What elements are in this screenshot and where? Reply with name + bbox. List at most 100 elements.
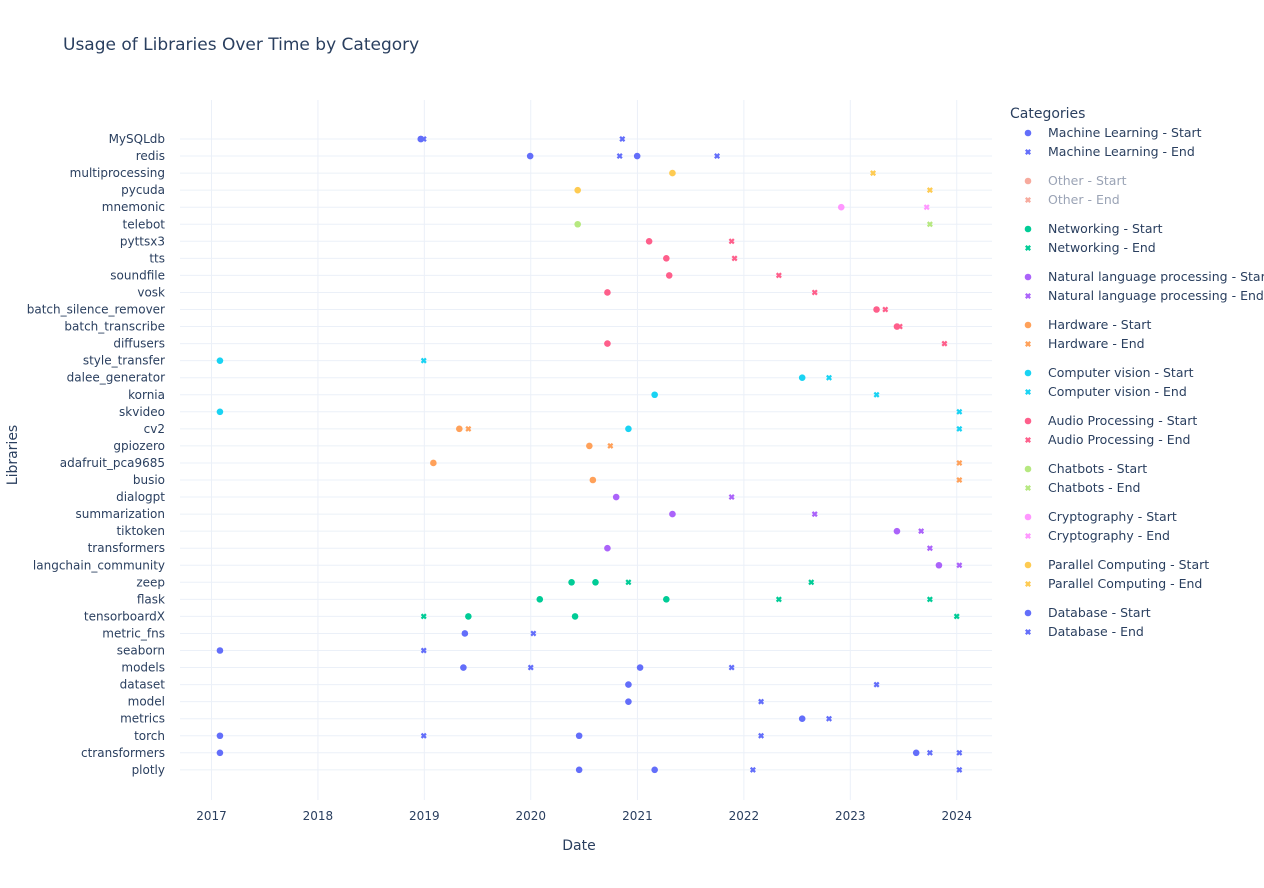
end-point: [731, 255, 738, 262]
start-point: [575, 732, 583, 740]
legend-group[interactable]: Other - Start Other - End: [1024, 173, 1127, 207]
legend-end-label: Audio Processing - End: [1048, 432, 1190, 447]
y-tick-label: zeep: [136, 575, 165, 589]
legend-start-label: Audio Processing - Start: [1048, 413, 1197, 428]
grid-lines: [180, 100, 992, 800]
end-point: [926, 596, 933, 603]
legend-start-label: Other - Start: [1048, 173, 1127, 188]
start-point: [568, 579, 575, 586]
legend-end-label: Computer vision - End: [1048, 384, 1187, 399]
y-tick-label: batch_transcribe: [64, 320, 165, 334]
legend-start-marker: [1024, 321, 1032, 329]
y-tick-label: summarization: [76, 507, 166, 521]
legend-start-label: Machine Learning - Start: [1048, 125, 1202, 140]
end-point: [714, 153, 721, 160]
y-tick-label: transformers: [88, 541, 165, 555]
end-point: [918, 528, 925, 535]
legend-end-label: Database - End: [1048, 624, 1144, 639]
end-point: [607, 442, 614, 449]
legend-group[interactable]: Audio Processing - Start Audio Processing…: [1024, 413, 1198, 447]
start-point: [589, 476, 597, 484]
legend-start-marker: [1024, 177, 1032, 185]
y-tick-label: multiprocessing: [70, 166, 165, 180]
y-tick-label: tts: [149, 251, 165, 265]
legend-group[interactable]: Chatbots - Start Chatbots - End: [1024, 461, 1148, 495]
y-tick-label: tensorboardX: [84, 609, 165, 623]
start-point: [430, 459, 437, 467]
legend-group[interactable]: Natural language processing - Start Natur…: [1024, 269, 1264, 303]
legend-start-marker: [1024, 369, 1032, 377]
legend-group[interactable]: Cryptography - Start Cryptography - End: [1024, 509, 1177, 543]
legend-start-label: Cryptography - Start: [1048, 509, 1177, 524]
x-tick-label: 2020: [515, 809, 546, 823]
legend-start-marker: [1024, 609, 1032, 617]
end-point: [775, 272, 782, 279]
end-point: [530, 630, 537, 637]
legend-start-label: Parallel Computing - Start: [1048, 557, 1209, 572]
end-point: [923, 204, 930, 211]
legend-group[interactable]: Networking - Start Networking - End: [1024, 221, 1163, 255]
legend-start-label: Hardware - Start: [1048, 317, 1151, 332]
legend-group[interactable]: Parallel Computing - Start Parallel Compu…: [1024, 557, 1210, 591]
start-point: [651, 391, 658, 399]
end-point: [811, 511, 818, 518]
legend-end-marker-cross: [1025, 533, 1031, 539]
end-point: [873, 681, 880, 688]
legend[interactable]: Categories Machine Learning - StartMachi…: [1010, 106, 1264, 639]
end-point: [420, 357, 427, 364]
start-point: [669, 510, 676, 518]
x-axis-title: Date: [562, 838, 595, 854]
legend-start-marker: [1024, 129, 1032, 137]
legend-group[interactable]: Hardware - Start Hardware - End: [1024, 317, 1152, 351]
end-point: [870, 170, 877, 177]
y-tick-label: pycuda: [121, 183, 165, 197]
y-tick-label: cv2: [144, 422, 165, 436]
end-point: [956, 408, 963, 415]
y-tick-label: model: [128, 695, 165, 709]
legend-group[interactable]: Computer vision - Start Computer vision -…: [1024, 365, 1194, 399]
y-tick-label: langchain_community: [33, 558, 165, 572]
chart-title: Usage of Libraries Over Time by Category: [63, 35, 419, 55]
end-point: [882, 306, 889, 313]
end-point: [616, 153, 623, 160]
end-point: [926, 221, 933, 228]
y-tick-label: diffusers: [113, 337, 165, 351]
legend-start-marker-dot: [1024, 129, 1032, 137]
legend-end-marker-cross: [1025, 629, 1031, 635]
end-point: [619, 136, 626, 142]
start-point: [575, 766, 583, 774]
y-tick-label: mnemonic: [102, 200, 165, 214]
legend-group[interactable]: Database - Start Database - End: [1024, 605, 1151, 639]
end-point: [527, 664, 534, 671]
legend-start-marker-dot: [1024, 369, 1032, 377]
legend-end-marker: [1025, 389, 1031, 395]
start-point: [604, 544, 611, 552]
legend-end-marker-cross: [1025, 149, 1031, 155]
y-tick-label: MySQLdb: [109, 132, 165, 146]
legend-start-label: Chatbots - Start: [1048, 461, 1147, 476]
legend-start-marker: [1024, 225, 1032, 233]
start-point: [837, 203, 845, 211]
start-point: [571, 613, 579, 620]
y-tick-label: metrics: [120, 712, 165, 726]
legend-start-marker-dot: [1024, 177, 1032, 185]
legend-start-marker-dot: [1024, 417, 1032, 425]
start-point: [216, 647, 224, 654]
legend-end-marker-cross: [1025, 389, 1031, 395]
end-point: [728, 664, 735, 671]
end-point: [926, 545, 933, 552]
end-point: [956, 425, 963, 432]
legend-end-marker: [1025, 149, 1031, 155]
legend-start-marker-dot: [1024, 513, 1032, 521]
start-point: [663, 255, 670, 262]
legend-start-marker: [1024, 273, 1032, 281]
start-point: [216, 732, 224, 740]
x-tick-label: 2017: [196, 809, 227, 823]
y-tick-label: vosk: [137, 285, 165, 299]
legend-group[interactable]: Machine Learning - Start Machine Learning…: [1024, 125, 1202, 159]
legend-end-label: Machine Learning - End: [1048, 144, 1195, 159]
y-tick-label: batch_silence_remover: [27, 303, 165, 317]
y-tick-label: redis: [136, 149, 165, 163]
start-point: [645, 238, 653, 245]
